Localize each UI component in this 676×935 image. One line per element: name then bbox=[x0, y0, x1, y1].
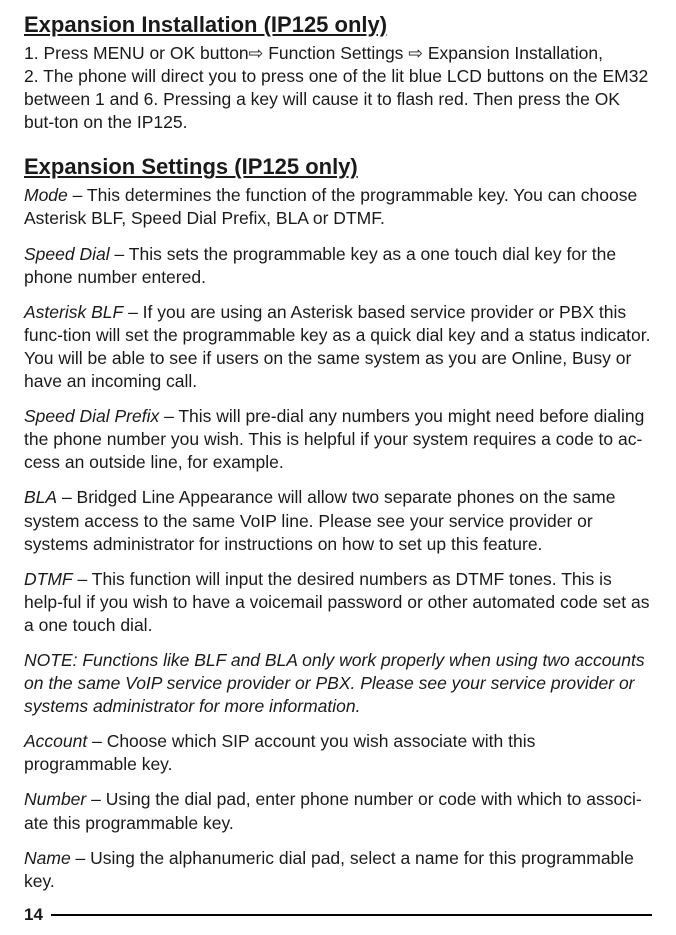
speeddial-label: Speed Dial bbox=[24, 244, 110, 264]
account-text: – Choose which SIP account you wish asso… bbox=[24, 731, 535, 774]
dtmf-label: DTMF bbox=[24, 569, 73, 589]
bla-label: BLA bbox=[24, 487, 57, 507]
asteriskblf-para: Asterisk BLF – If you are using an Aster… bbox=[24, 301, 652, 393]
name-para: Name – Using the alphanumeric dial pad, … bbox=[24, 847, 652, 893]
install-step-1b: Function Settings bbox=[263, 43, 408, 63]
install-step-1a: 1. Press MENU or OK button bbox=[24, 43, 249, 63]
dtmf-para: DTMF – This function will input the desi… bbox=[24, 568, 652, 637]
heading-expansion-installation: Expansion Installation (IP125 only) bbox=[24, 12, 652, 38]
name-text: – Using the alphanumeric dial pad, selec… bbox=[24, 848, 634, 891]
install-step-1c: Expansion Installation, bbox=[423, 43, 603, 63]
footer: 14 bbox=[24, 905, 652, 925]
footer-rule bbox=[51, 914, 652, 916]
bla-para: BLA – Bridged Line Appearance will allow… bbox=[24, 486, 652, 555]
install-step-2: 2. The phone will direct you to press on… bbox=[24, 65, 652, 134]
mode-label: Mode bbox=[24, 185, 68, 205]
speeddialprefix-para: Speed Dial Prefix – This will pre-dial a… bbox=[24, 405, 652, 474]
speeddialprefix-label: Speed Dial Prefix bbox=[24, 406, 159, 426]
install-step-1: 1. Press MENU or OK button⇨ Function Set… bbox=[24, 42, 652, 65]
arrow-icon: ⇨ bbox=[249, 42, 264, 65]
bla-text: – Bridged Line Appearance will allow two… bbox=[24, 487, 616, 553]
asteriskblf-label: Asterisk BLF bbox=[24, 302, 123, 322]
number-para: Number – Using the dial pad, enter phone… bbox=[24, 788, 652, 834]
mode-text: – This determines the function of the pr… bbox=[24, 185, 637, 228]
account-para: Account – Choose which SIP account you w… bbox=[24, 730, 652, 776]
mode-para: Mode – This determines the function of t… bbox=[24, 184, 652, 230]
speeddial-para: Speed Dial – This sets the programmable … bbox=[24, 243, 652, 289]
account-label: Account bbox=[24, 731, 87, 751]
number-text: – Using the dial pad, enter phone number… bbox=[24, 789, 642, 832]
speeddial-text: – This sets the programmable key as a on… bbox=[24, 244, 616, 287]
page-number: 14 bbox=[24, 905, 43, 925]
name-label: Name bbox=[24, 848, 71, 868]
dtmf-text: – This function will input the desired n… bbox=[24, 569, 649, 635]
number-label: Number bbox=[24, 789, 86, 809]
heading-expansion-settings: Expansion Settings (IP125 only) bbox=[24, 154, 652, 180]
arrow-icon: ⇨ bbox=[408, 42, 423, 65]
note-para: NOTE: Functions like BLF and BLA only wo… bbox=[24, 649, 652, 718]
